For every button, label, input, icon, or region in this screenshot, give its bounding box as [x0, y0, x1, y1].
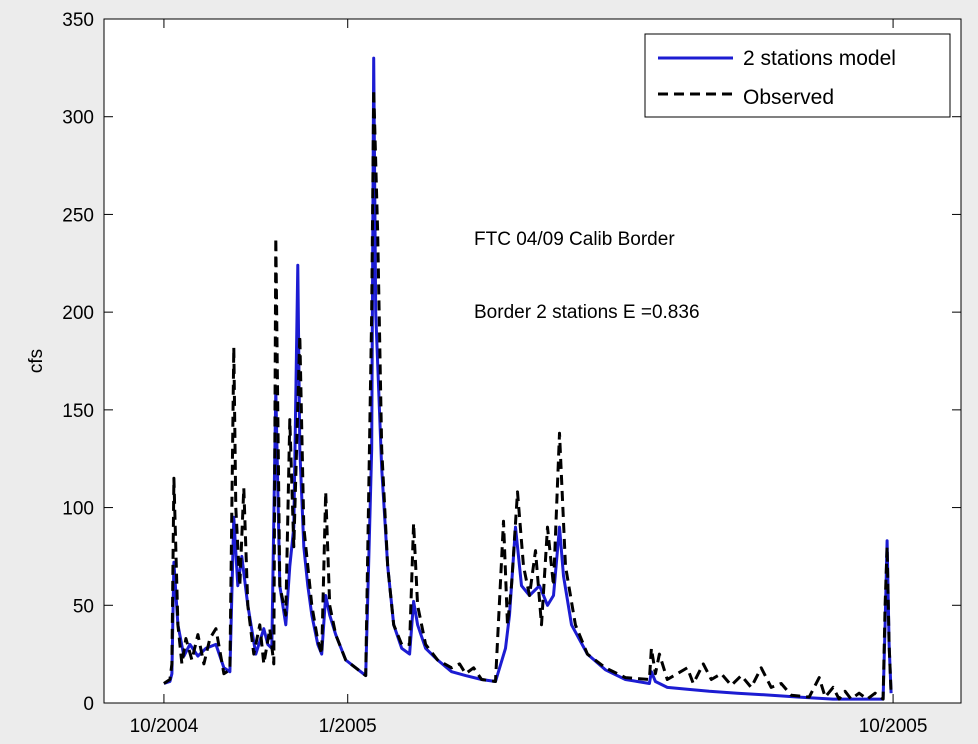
axes-frame: [103, 18, 962, 704]
y-tick-label: 100: [62, 499, 94, 520]
x-tick-label: 10/2004: [130, 716, 199, 737]
legend-label-model: 2 stations model: [743, 47, 896, 70]
y-tick-label: 250: [62, 205, 94, 226]
legend-label-observed: Observed: [743, 86, 834, 109]
annotation-title: FTC 04/09 Calib Border: [474, 229, 675, 250]
series-layer: [163, 56, 893, 701]
legend: 2 stations model Observed: [644, 33, 951, 118]
series-line-observed: [163, 87, 893, 701]
legend-box: [644, 33, 951, 118]
y-tick-label: 150: [62, 401, 94, 422]
y-tick-label: 350: [62, 10, 94, 31]
y-tick-label: 0: [83, 694, 94, 715]
y-tick-label: 50: [73, 596, 94, 617]
y-axis: 0 50 100 150 200 250 300 350: [62, 10, 961, 715]
x-axis: 10/2004 1/2005 10/2005: [130, 19, 928, 737]
annotation-efficiency: Border 2 stations E =0.836: [474, 302, 700, 323]
y-tick-label: 300: [62, 108, 94, 129]
x-tick-label: 10/2005: [859, 716, 928, 737]
y-tick-label: 200: [62, 303, 94, 324]
x-tick-label: 1/2005: [319, 716, 377, 737]
y-axis-label: cfs: [26, 349, 47, 373]
